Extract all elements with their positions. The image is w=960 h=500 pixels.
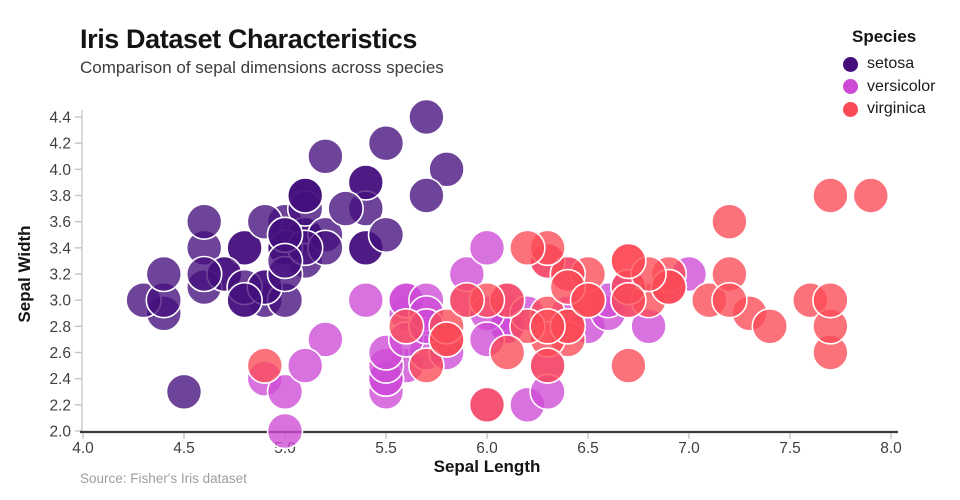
point-virginica xyxy=(387,307,425,345)
point-virginica xyxy=(711,281,748,319)
point-setosa xyxy=(367,216,405,254)
point-virginica xyxy=(509,229,546,267)
point-versicolor xyxy=(266,373,304,411)
legend-label: setosa xyxy=(867,55,915,73)
y-tick-label: 4.0 xyxy=(49,162,71,179)
legend-label: versicolor xyxy=(867,77,936,95)
point-setosa xyxy=(347,164,385,201)
point-setosa xyxy=(286,177,324,214)
point-virginica xyxy=(448,281,486,319)
point-setosa xyxy=(408,98,445,136)
point-setosa xyxy=(226,229,263,267)
point-setosa xyxy=(408,177,445,214)
y-tick-label: 2.0 xyxy=(49,424,71,441)
legend-dot-setosa xyxy=(843,56,858,72)
x-axis: 4.04.55.05.56.06.57.07.58.0 xyxy=(72,430,902,457)
point-virginica xyxy=(852,177,890,214)
point-virginica xyxy=(428,321,465,358)
point-setosa xyxy=(307,138,344,175)
y-axis: 2.0 2.2 2.4 2.6 2.8 3.0 3.2 3.4 3.6 3.8 4.0 4.2 4.4 xyxy=(49,110,83,441)
legend-title: Species xyxy=(852,27,917,46)
point-virginica xyxy=(488,334,526,371)
point-setosa xyxy=(327,190,364,227)
x-tick-label: 8.0 xyxy=(880,440,902,457)
point-virginica xyxy=(812,281,849,319)
point-setosa xyxy=(266,242,304,280)
point-virginica xyxy=(751,307,789,345)
legend-label: virginica xyxy=(867,100,926,118)
x-tick-label: 6.5 xyxy=(577,440,599,457)
point-virginica xyxy=(468,386,506,424)
legend-items: setosa versicolor virginica xyxy=(843,53,958,121)
y-tick-label: 2.6 xyxy=(49,345,71,362)
chart-title: Iris Dataset Characteristics xyxy=(80,24,417,54)
point-versicolor xyxy=(347,281,385,319)
y-tick-label: 2.8 xyxy=(49,319,71,336)
y-tick-label: 4.2 xyxy=(49,136,71,153)
point-versicolor xyxy=(307,321,344,358)
legend: Species setosa versicolor virginica xyxy=(843,27,958,121)
x-tick-label: 5.5 xyxy=(375,440,397,457)
y-tick-label: 4.4 xyxy=(49,110,71,127)
y-tick-label: 2.4 xyxy=(49,371,71,388)
point-virginica xyxy=(246,347,284,384)
x-tick-label: 4.0 xyxy=(72,440,94,457)
point-virginica xyxy=(610,281,647,319)
point-virginica xyxy=(610,347,647,384)
point-virginica xyxy=(711,203,748,240)
y-tick-label: 3.2 xyxy=(49,267,71,284)
point-versicolor xyxy=(286,347,324,384)
point-virginica xyxy=(529,347,566,384)
point-setosa xyxy=(145,255,183,293)
point-versicolor xyxy=(468,229,506,267)
plot-points xyxy=(125,98,890,450)
source-caption: Source: Fisher's Iris dataset xyxy=(80,471,247,486)
y-axis-title: Sepal Width xyxy=(15,225,34,323)
x-tick-label: 7.5 xyxy=(779,440,801,457)
point-virginica xyxy=(529,307,566,345)
point-setosa xyxy=(165,373,203,411)
point-virginica xyxy=(812,177,849,214)
y-tick-label: 3.8 xyxy=(49,188,71,205)
legend-item-setosa: setosa xyxy=(843,53,958,76)
x-tick-label: 6.0 xyxy=(476,440,498,457)
point-setosa xyxy=(428,151,465,188)
x-axis-title: Sepal Length xyxy=(433,457,541,476)
point-virginica xyxy=(610,242,647,280)
y-tick-label: 3.0 xyxy=(49,293,71,310)
legend-dot-versicolor xyxy=(843,79,858,95)
legend-item-versicolor: versicolor xyxy=(843,76,958,99)
point-setosa xyxy=(226,281,263,319)
point-virginica xyxy=(569,281,607,319)
point-setosa xyxy=(185,203,223,240)
chart-subtitle: Comparison of sepal dimensions across sp… xyxy=(80,58,444,77)
point-virginica xyxy=(408,347,445,384)
x-tick-label: 4.5 xyxy=(173,440,195,457)
point-setosa xyxy=(185,255,223,293)
point-setosa xyxy=(367,124,405,162)
legend-item-virginica: virginica xyxy=(843,98,958,121)
legend-dot-virginica xyxy=(843,101,858,117)
y-tick-label: 3.6 xyxy=(49,214,71,231)
point-versicolor xyxy=(266,412,304,450)
y-tick-label: 3.4 xyxy=(49,240,71,257)
x-tick-label: 7.0 xyxy=(678,440,700,457)
y-tick-label: 2.2 xyxy=(49,397,71,414)
